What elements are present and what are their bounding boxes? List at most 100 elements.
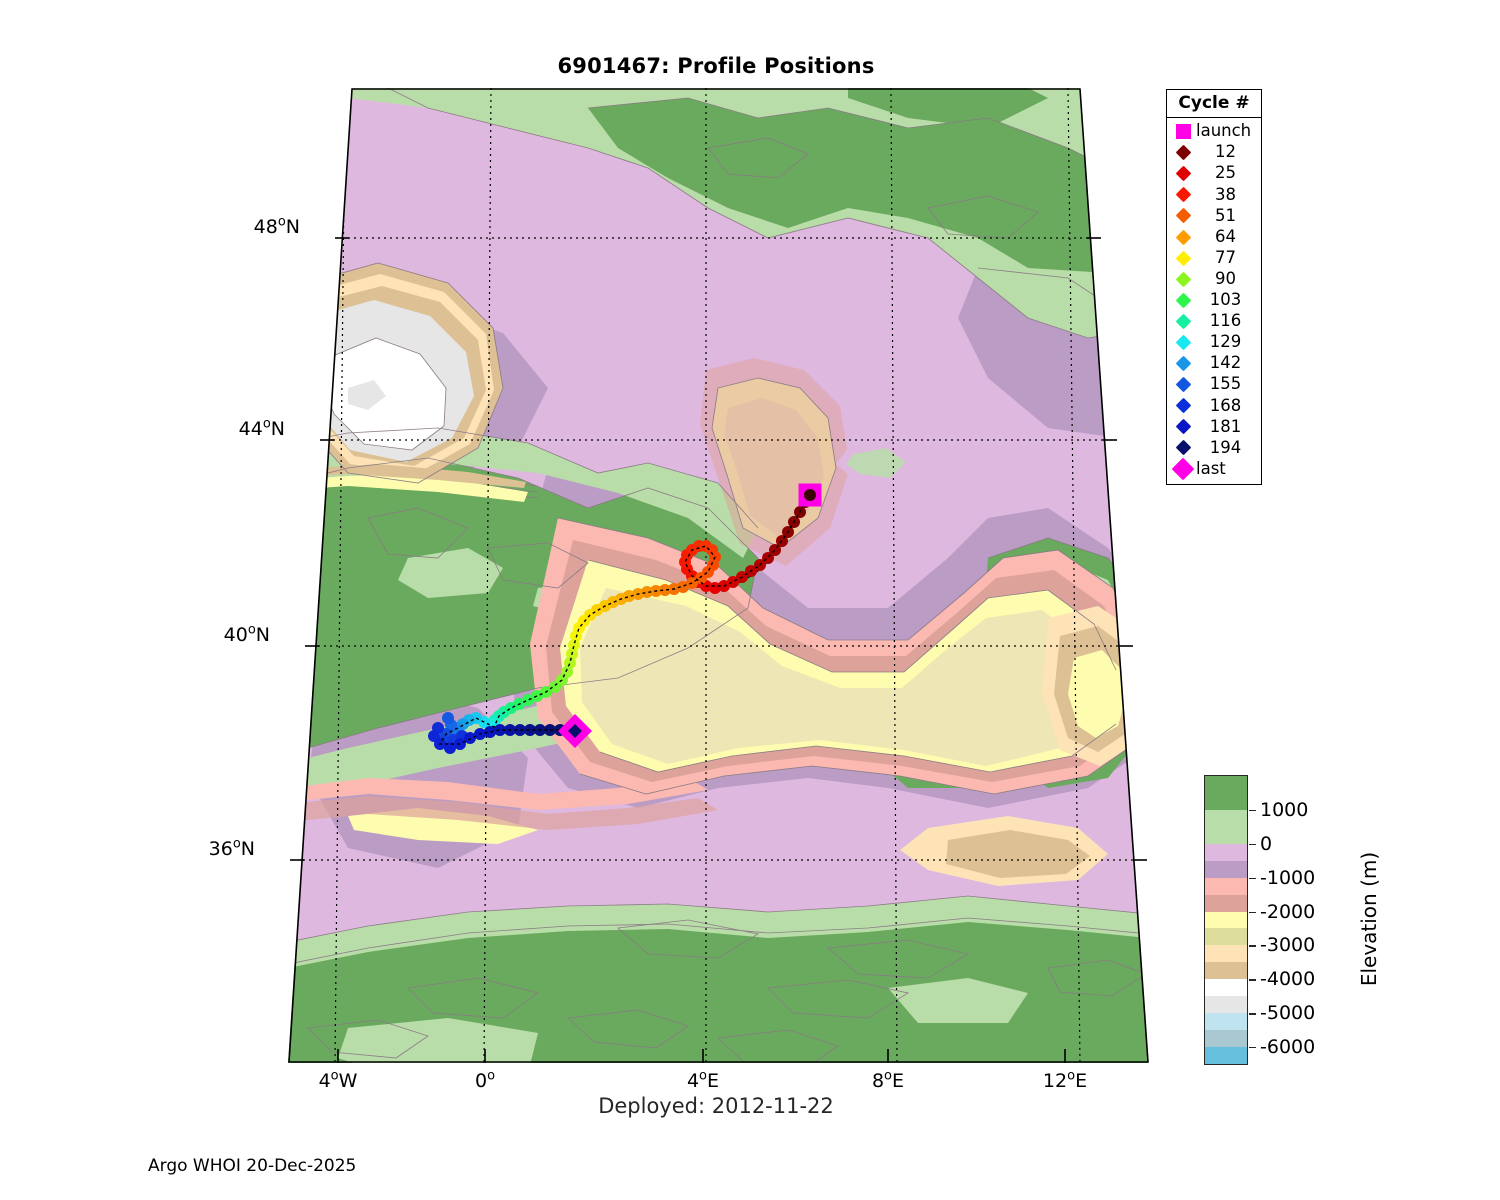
colorbar-band <box>1205 809 1247 844</box>
legend-entry-194[interactable]: 194 <box>1167 437 1261 458</box>
legend-marker-icon <box>1172 165 1194 182</box>
colorbar-tick-label: -3000 <box>1260 934 1316 957</box>
lon-tick-8E: 8oE <box>871 1068 905 1092</box>
legend-entry-168[interactable]: 168 <box>1167 395 1261 416</box>
legend-marker-icon <box>1172 313 1194 330</box>
colorbar-band <box>1205 928 1247 946</box>
legend-entry-label: 103 <box>1209 290 1242 310</box>
legend-marker-icon <box>1172 144 1194 161</box>
colorbar-tick <box>1249 979 1256 981</box>
colorbar-tick-label: -5000 <box>1260 1002 1316 1025</box>
legend-entry-label: 38 <box>1215 184 1236 204</box>
map-plot-area[interactable] <box>288 88 1150 1065</box>
colorbar-band <box>1205 996 1247 1014</box>
legend-marker-icon <box>1172 229 1194 245</box>
legend-box[interactable]: Cycle # launch 12 25 38 51 64 77 90 103 116 129 142… <box>1166 89 1262 485</box>
legend-entry-label: 129 <box>1209 332 1242 352</box>
bathymetry-layers <box>288 88 1148 1063</box>
legend-entry-label: launch <box>1196 121 1252 141</box>
colorbar-band <box>1205 945 1247 963</box>
colorbar[interactable]: 1000 0 -1000 -2000 -3000 -4000 -5000 -6000 <box>1204 775 1315 1065</box>
legend-marker-icon <box>1172 440 1194 456</box>
legend-entry-116[interactable]: 116 <box>1167 311 1261 332</box>
colorbar-band <box>1205 962 1247 980</box>
legend-entry-label: 12 <box>1215 142 1236 162</box>
colorbar-tick-label: -6000 <box>1260 1036 1316 1059</box>
map-graticule <box>291 88 1146 1063</box>
legend-entry-label: 168 <box>1209 395 1242 415</box>
legend-entry-64[interactable]: 64 <box>1167 226 1261 247</box>
colorbar-band <box>1205 843 1247 861</box>
colorbar-tick-label: -4000 <box>1260 968 1316 991</box>
legend-entry-last[interactable]: last <box>1167 457 1261 481</box>
legend-entry-90[interactable]: 90 <box>1167 269 1261 290</box>
colorbar-band <box>1205 860 1247 878</box>
colorbar-tick <box>1249 877 1256 880</box>
legend-marker-icon <box>1171 457 1195 481</box>
colorbar-band <box>1205 1013 1247 1031</box>
colorbar-tick-label: -1000 <box>1260 866 1316 889</box>
legend-marker-icon <box>1172 292 1194 309</box>
legend-title: Cycle # <box>1167 90 1261 118</box>
legend-marker-icon <box>1172 208 1194 224</box>
legend-marker-icon <box>1172 187 1194 203</box>
lat-tick-44N: 44oN <box>238 416 285 440</box>
profile-track <box>428 483 822 754</box>
legend-entry-77[interactable]: 77 <box>1167 248 1261 269</box>
legend-marker-icon <box>1172 250 1194 266</box>
page-title: 6901467: Profile Positions <box>557 54 875 78</box>
legend-marker-icon <box>1172 355 1194 372</box>
colorbar-tick <box>1249 809 1256 812</box>
x-axis-label: Deployed: 2012-11-22 <box>598 1094 834 1118</box>
footer-credit: Argo WHOI 20-Dec-2025 <box>148 1156 357 1176</box>
map-svg <box>288 88 1149 1063</box>
legend-entry-181[interactable]: 181 <box>1167 416 1261 437</box>
legend-entry-155[interactable]: 155 <box>1167 374 1261 395</box>
map-frame <box>288 88 1149 1063</box>
legend-entry-launch[interactable]: launch <box>1167 121 1261 142</box>
legend-entry-142[interactable]: 142 <box>1167 353 1261 374</box>
lat-tick-40N: 40oN <box>223 622 270 646</box>
colorbar-band <box>1205 776 1247 810</box>
colorbar-band <box>1205 979 1247 997</box>
colorbar-tick-label: 0 <box>1260 832 1273 855</box>
legend-entry-label: 77 <box>1215 247 1236 267</box>
legend-entries: launch 12 25 38 51 64 77 90 103 116 129 142 155 168 18… <box>1167 118 1261 484</box>
lon-tick-4E: 4oE <box>686 1068 720 1092</box>
legend-entry-103[interactable]: 103 <box>1167 290 1261 311</box>
legend-entry-12[interactable]: 12 <box>1167 142 1261 163</box>
legend-entry-51[interactable]: 51 <box>1167 205 1261 226</box>
legend-entry-label: 51 <box>1215 205 1236 225</box>
legend-marker-icon <box>1172 376 1194 393</box>
colorbar-tick-label: 1000 <box>1260 798 1309 821</box>
colorbar-band <box>1205 877 1247 895</box>
colorbar-band <box>1205 1030 1247 1047</box>
legend-entry-label: 25 <box>1215 163 1236 183</box>
colorbar-title: Elevation (m) <box>1357 851 1382 987</box>
legend-entry-25[interactable]: 25 <box>1167 163 1261 184</box>
legend-marker-icon <box>1172 334 1194 351</box>
last-marker <box>558 714 592 748</box>
colorbar-tick <box>1249 911 1256 913</box>
legend-marker-icon <box>1172 124 1194 140</box>
colorbar-title-wrap: Elevation (m) <box>1302 790 1436 1048</box>
legend-entry-129[interactable]: 129 <box>1167 332 1261 353</box>
legend-entry-label: 142 <box>1209 353 1242 373</box>
legend-entry-38[interactable]: 38 <box>1167 184 1261 205</box>
colorbar-tick <box>1249 843 1256 846</box>
legend-entry-label: last <box>1196 458 1226 478</box>
colorbar-wrap[interactable]: 1000 0 -1000 -2000 -3000 -4000 -5000 -6000 <box>1204 775 1315 1065</box>
axis-ticks <box>290 237 1147 1063</box>
colorbar-band <box>1205 894 1247 912</box>
lat-tick-48N: 48oN <box>253 214 300 238</box>
legend-marker-icon <box>1172 419 1194 435</box>
legend-entry-label: 90 <box>1215 268 1236 288</box>
colorbar-tick-label: -2000 <box>1260 900 1316 923</box>
colorbar-tick <box>1249 1047 1256 1049</box>
legend-entry-label: 116 <box>1209 311 1242 331</box>
legend-entry-label: 155 <box>1209 374 1242 394</box>
lat-tick-36N: 36oN <box>208 836 255 860</box>
lon-tick-0: 0o <box>474 1068 496 1092</box>
legend-marker-icon <box>1172 271 1194 287</box>
